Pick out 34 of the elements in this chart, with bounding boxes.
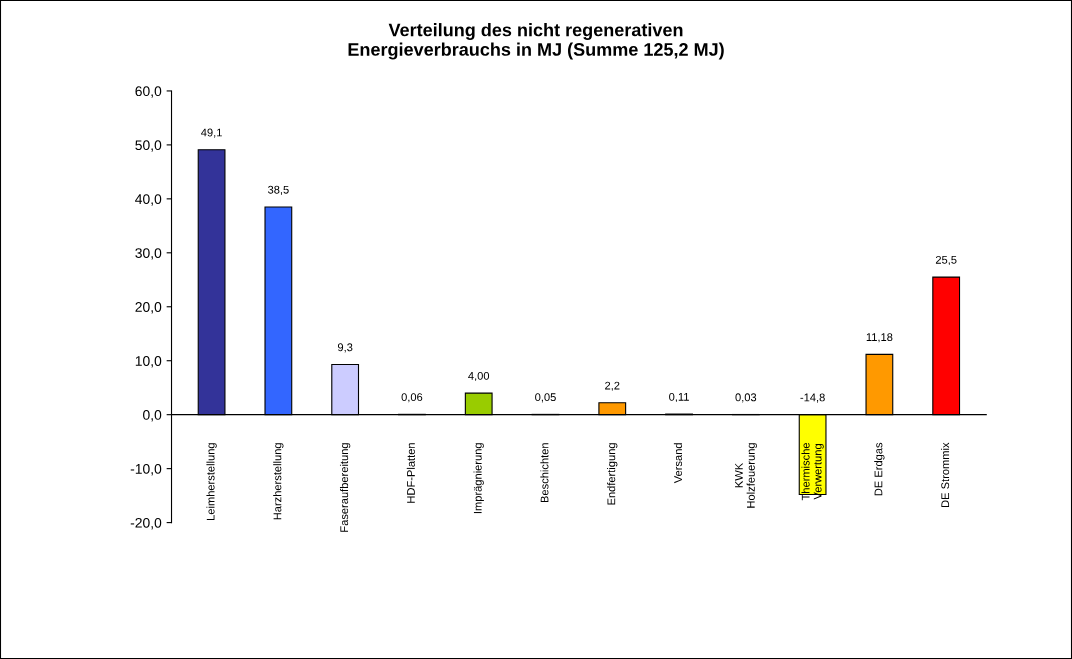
chart-title: Verteilung des nicht regenerativen Energieverbrauchs in MJ (Summe 125,2 MJ): [348, 23, 724, 60]
y-tick-label: 0,0: [143, 410, 162, 422]
y-tick-label: -10,0: [130, 463, 162, 476]
y-tick-label: -20,0: [130, 517, 162, 530]
x-tick-label: DE Erdgas: [874, 442, 885, 496]
y-tick-label: 60,0: [135, 86, 162, 98]
x-tick-label: Faseraufbereitung: [339, 443, 351, 532]
data-label: 0,06: [401, 393, 423, 403]
data-label: 0,03: [735, 393, 757, 403]
x-tick-label: HDF-Platten: [406, 443, 415, 503]
x-tick-label: DE Strommix: [940, 442, 950, 507]
x-tick-label: Thermische Verwertung: [801, 442, 824, 501]
data-label: 25,5: [935, 255, 957, 266]
y-tick-label: 40,0: [135, 194, 162, 206]
x-tick-label: Endfertigung: [607, 443, 618, 505]
y-tick-label: 30,0: [135, 248, 162, 260]
data-label: 0,11: [669, 392, 689, 403]
x-tick-label: Harzherstellung: [273, 443, 284, 520]
data-label: 4,00: [468, 371, 490, 382]
data-label: 2,2: [605, 381, 620, 391]
x-tick-label: Versand: [673, 443, 683, 484]
x-tick-label: Leimherstellung: [206, 443, 217, 520]
y-tick-label: 10,0: [135, 356, 162, 368]
data-label: -14,8: [800, 393, 825, 403]
data-label: 11,18: [866, 333, 893, 343]
x-tick-label: KWK Holzfeuerung: [735, 443, 757, 508]
x-tick-label: Beschichten: [540, 443, 549, 503]
data-label: 38,5: [267, 185, 289, 195]
data-label: 9,3: [337, 343, 353, 353]
data-label: 0,05: [535, 393, 556, 403]
y-tick-label: 20,0: [135, 302, 162, 314]
x-tick-label: Imprägnierung: [473, 443, 484, 514]
y-tick-label: 50,0: [135, 140, 162, 152]
data-label: 49,1: [201, 128, 222, 138]
